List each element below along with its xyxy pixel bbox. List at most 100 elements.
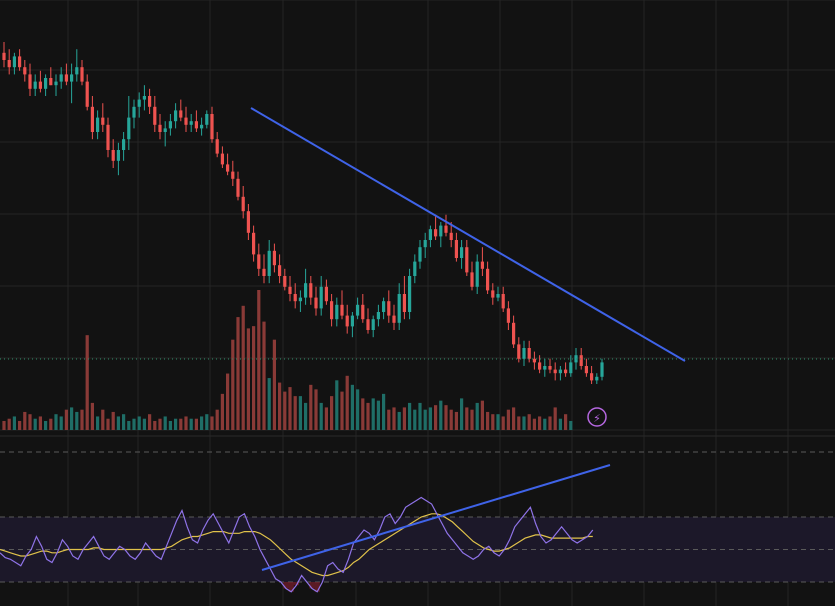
candle-body	[142, 96, 146, 100]
volume-bar	[215, 409, 219, 430]
volume-bar	[449, 409, 453, 430]
volume-bar	[543, 418, 547, 430]
volume-bars	[2, 290, 573, 430]
volume-bar	[272, 339, 276, 430]
candle-body	[501, 294, 505, 309]
volume-bar	[324, 407, 328, 430]
candle-body	[595, 376, 599, 381]
volume-bar	[553, 407, 557, 430]
candle-body	[215, 139, 219, 154]
volume-bar	[194, 418, 198, 430]
volume-bar	[90, 402, 94, 430]
rsi-trendline[interactable]	[261, 464, 611, 571]
volume-bar	[408, 402, 412, 430]
candle-body	[491, 290, 495, 298]
volume-bar	[12, 416, 16, 430]
volume-bar	[340, 391, 344, 430]
volume-bar	[434, 405, 438, 430]
candle-body	[569, 362, 573, 374]
candle-body	[298, 297, 302, 302]
candle-body	[475, 261, 479, 287]
volume-bar	[397, 411, 401, 430]
candle-body	[101, 117, 105, 125]
candle-body	[137, 99, 141, 107]
volume-bar	[491, 414, 495, 430]
candle-body	[314, 297, 318, 309]
volume-bar	[132, 418, 136, 430]
volume-bar	[454, 411, 458, 430]
volume-bar	[428, 407, 432, 430]
volume-bar	[200, 416, 204, 430]
candle-body	[116, 150, 120, 161]
candle-body	[189, 121, 193, 125]
volume-bar	[158, 418, 162, 430]
volume-bar	[168, 420, 172, 430]
candle-body	[236, 178, 240, 197]
candle-body	[111, 150, 115, 161]
volume-bar	[28, 414, 32, 430]
volume-bar	[558, 418, 562, 430]
candle-body	[23, 67, 27, 75]
volume-bar	[257, 290, 261, 430]
alert-badge-circle	[587, 407, 607, 427]
candle-body	[309, 283, 313, 298]
volume-bar	[293, 396, 297, 430]
candle-body	[340, 304, 344, 316]
candle-body	[423, 240, 427, 248]
volume-bar	[96, 416, 100, 430]
volume-bar	[392, 407, 396, 430]
candle-body	[28, 74, 32, 89]
volume-bar	[356, 389, 360, 430]
volume-bar	[475, 402, 479, 430]
candle-body	[543, 366, 547, 370]
candle-body	[418, 247, 422, 262]
candle-body	[517, 344, 521, 359]
volume-bar	[314, 389, 318, 430]
candle-body	[210, 114, 214, 140]
candle-body	[532, 358, 536, 363]
volume-bar	[231, 339, 235, 430]
volume-bar	[153, 420, 157, 430]
candle-body	[122, 139, 126, 150]
volume-bar	[512, 407, 516, 430]
volume-bar	[226, 373, 230, 430]
volume-bar	[106, 418, 110, 430]
candle-body	[168, 121, 172, 129]
volume-bar	[486, 411, 490, 430]
candle-body	[382, 301, 386, 312]
alert-badge[interactable]: ⚡	[587, 407, 607, 427]
candle-body	[257, 254, 261, 269]
volume-bar	[148, 414, 152, 430]
candle-body	[319, 286, 323, 309]
candle-body	[454, 240, 458, 258]
price-trendline[interactable]	[250, 107, 686, 362]
volume-bar	[298, 396, 302, 430]
volume-bar	[252, 326, 256, 430]
rsi-ma-line	[0, 513, 593, 577]
candle-body	[579, 355, 583, 366]
candle-body	[246, 211, 250, 233]
volume-bar	[345, 375, 349, 430]
candle-body	[480, 261, 484, 269]
candle-body	[64, 74, 68, 82]
candle-body	[220, 153, 224, 165]
candle-body	[600, 362, 604, 377]
candle-body	[408, 276, 412, 312]
candle-body	[376, 312, 380, 320]
volume-bar	[142, 418, 146, 430]
candle-body	[413, 261, 417, 276]
volume-bar	[569, 420, 573, 430]
volume-bar	[44, 420, 48, 430]
candle-body	[54, 81, 58, 86]
candle-body	[194, 121, 198, 129]
candle-body	[226, 164, 230, 172]
volume-bar	[184, 416, 188, 430]
candle-body	[564, 369, 568, 374]
candle-body	[584, 366, 588, 374]
volume-bar	[179, 418, 183, 430]
volume-bar	[465, 407, 469, 430]
volume-bar	[80, 409, 84, 430]
candle-body	[252, 232, 256, 255]
